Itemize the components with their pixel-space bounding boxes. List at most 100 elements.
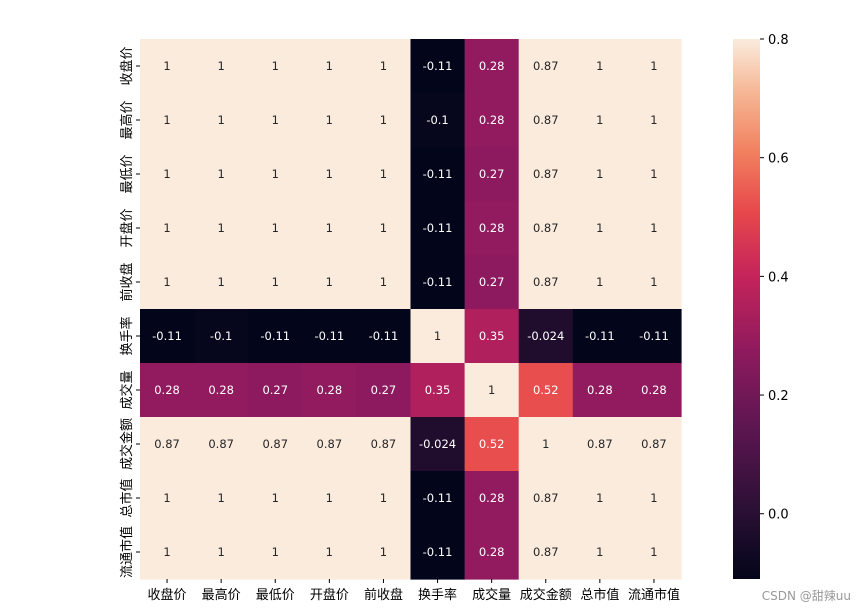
- cell-annotation: 0.28: [479, 221, 505, 235]
- cell-annotation: 0.87: [533, 545, 559, 559]
- heatmap-cell: [410, 363, 466, 418]
- y-tick-label: 开盘价: [119, 208, 135, 247]
- cell-annotation: 1: [596, 545, 603, 559]
- cell-annotation: -0.11: [423, 167, 453, 181]
- cell-annotation: 0.28: [479, 545, 505, 559]
- heatmap-cell: [410, 525, 466, 580]
- heatmap-cell: [410, 39, 466, 94]
- cell-annotation: 0.28: [641, 383, 667, 397]
- cell-annotation: -0.11: [260, 329, 290, 343]
- heatmap-cell: [464, 255, 520, 310]
- cell-annotation: 0.27: [371, 383, 397, 397]
- cell-annotation: 1: [488, 383, 495, 397]
- x-axis: 收盘价 最高价 最低价 开盘价 前收盘 换手率 成交量 成交金额 总市值 流通市值: [148, 579, 680, 603]
- x-tick-label: 最低价: [256, 588, 295, 603]
- heatmap-cell: [302, 39, 357, 94]
- colorbar-tick-label: 0.4: [768, 270, 789, 285]
- heatmap-cell: [626, 147, 682, 202]
- heatmap-cell: [572, 201, 628, 256]
- cell-annotation: 1: [272, 275, 279, 289]
- heatmap-cell: [356, 525, 412, 580]
- heatmap-cell: [626, 201, 682, 256]
- cell-annotation: 0.87: [533, 491, 559, 505]
- cell-annotation: 1: [326, 491, 333, 505]
- y-tick-label: 前收盘: [119, 262, 135, 301]
- heatmap-cell: [410, 147, 466, 202]
- cell-annotation: 0.28: [479, 113, 505, 127]
- colorbar-gradient: [733, 39, 760, 579]
- heatmap-cell: [356, 201, 412, 256]
- cell-annotation: 1: [596, 275, 603, 289]
- y-tick-label: 成交金额: [119, 418, 135, 470]
- heatmap-cell: [302, 309, 357, 364]
- heatmap-cell: [140, 417, 195, 472]
- cell-annotation: 0.87: [587, 437, 613, 451]
- x-tick-label: 收盘价: [148, 587, 187, 603]
- colorbar-tick-label: 0.2: [768, 389, 789, 404]
- heatmap-cell: [356, 39, 412, 94]
- cell-annotation: 1: [326, 113, 333, 127]
- x-tick-label: 换手率: [418, 587, 457, 603]
- heatmap-cell: [518, 363, 574, 418]
- heatmap-cell: [464, 525, 520, 580]
- cell-annotation: 1: [272, 545, 279, 559]
- cell-annotation: 0.52: [479, 437, 505, 451]
- cell-annotation: 1: [380, 545, 387, 559]
- heatmap-cell: [518, 417, 574, 472]
- heatmap-cell: [410, 471, 466, 526]
- heatmap-cells: [140, 39, 682, 580]
- heatmap-cell: [464, 93, 520, 148]
- heatmap-cell: [356, 417, 412, 472]
- heatmap-cell: [626, 363, 682, 418]
- heatmap-cell: [248, 147, 303, 202]
- heatmap-cell: [626, 309, 682, 364]
- cell-annotation: 1: [326, 545, 333, 559]
- cell-annotation: -0.11: [152, 329, 182, 343]
- cell-annotation: 1: [596, 167, 603, 181]
- heatmap-cell: [572, 147, 628, 202]
- cell-annotation: 0.87: [317, 437, 343, 451]
- heatmap-cell: [572, 525, 628, 580]
- cell-annotation: 1: [272, 167, 279, 181]
- cell-annotation: 1: [380, 221, 387, 235]
- cell-annotation: 0.35: [479, 329, 505, 343]
- cell-annotation: 1: [326, 59, 333, 73]
- heatmap-cell: [518, 201, 574, 256]
- heatmap-cell: [302, 201, 357, 256]
- heatmap-cell: [248, 525, 303, 580]
- cell-annotation: 0.28: [208, 383, 234, 397]
- heatmap-cell: [194, 309, 249, 364]
- heatmap-cell: [464, 201, 520, 256]
- cell-annotation: 1: [380, 167, 387, 181]
- x-tick-label: 成交金额: [520, 587, 572, 603]
- heatmap-cell: [194, 417, 249, 472]
- heatmap-cell: [626, 525, 682, 580]
- colorbar: 0.0 0.2 0.4 0.6 0.8: [733, 33, 789, 579]
- cell-annotation: 1: [596, 221, 603, 235]
- heatmap-cell: [248, 471, 303, 526]
- cell-annotation: 0.35: [425, 383, 451, 397]
- heatmap-cell: [140, 39, 195, 94]
- heatmap-cell: [518, 39, 574, 94]
- x-tick-label: 最高价: [202, 587, 241, 603]
- cell-annotation: 0.87: [533, 113, 559, 127]
- cell-annotation: 1: [163, 545, 170, 559]
- cell-annotation: -0.11: [423, 545, 453, 559]
- cell-annotation: 0.52: [533, 383, 559, 397]
- heatmap-cell: [302, 147, 357, 202]
- heatmap-cell: [626, 417, 682, 472]
- heatmap-cell: [194, 471, 249, 526]
- cell-annotation: 1: [272, 221, 279, 235]
- heatmap-cell: [356, 471, 412, 526]
- heatmap-cell: [194, 255, 249, 310]
- cell-annotation: 1: [650, 275, 657, 289]
- cell-annotation: -0.1: [426, 113, 448, 127]
- cell-annotation: 1: [650, 167, 657, 181]
- heatmap-cell: [626, 93, 682, 148]
- heatmap-cell: [140, 525, 195, 580]
- y-tick-label: 最低价: [120, 154, 135, 193]
- heatmap-cell: [356, 255, 412, 310]
- cell-annotation: 1: [272, 491, 279, 505]
- cell-annotation: -0.11: [423, 59, 453, 73]
